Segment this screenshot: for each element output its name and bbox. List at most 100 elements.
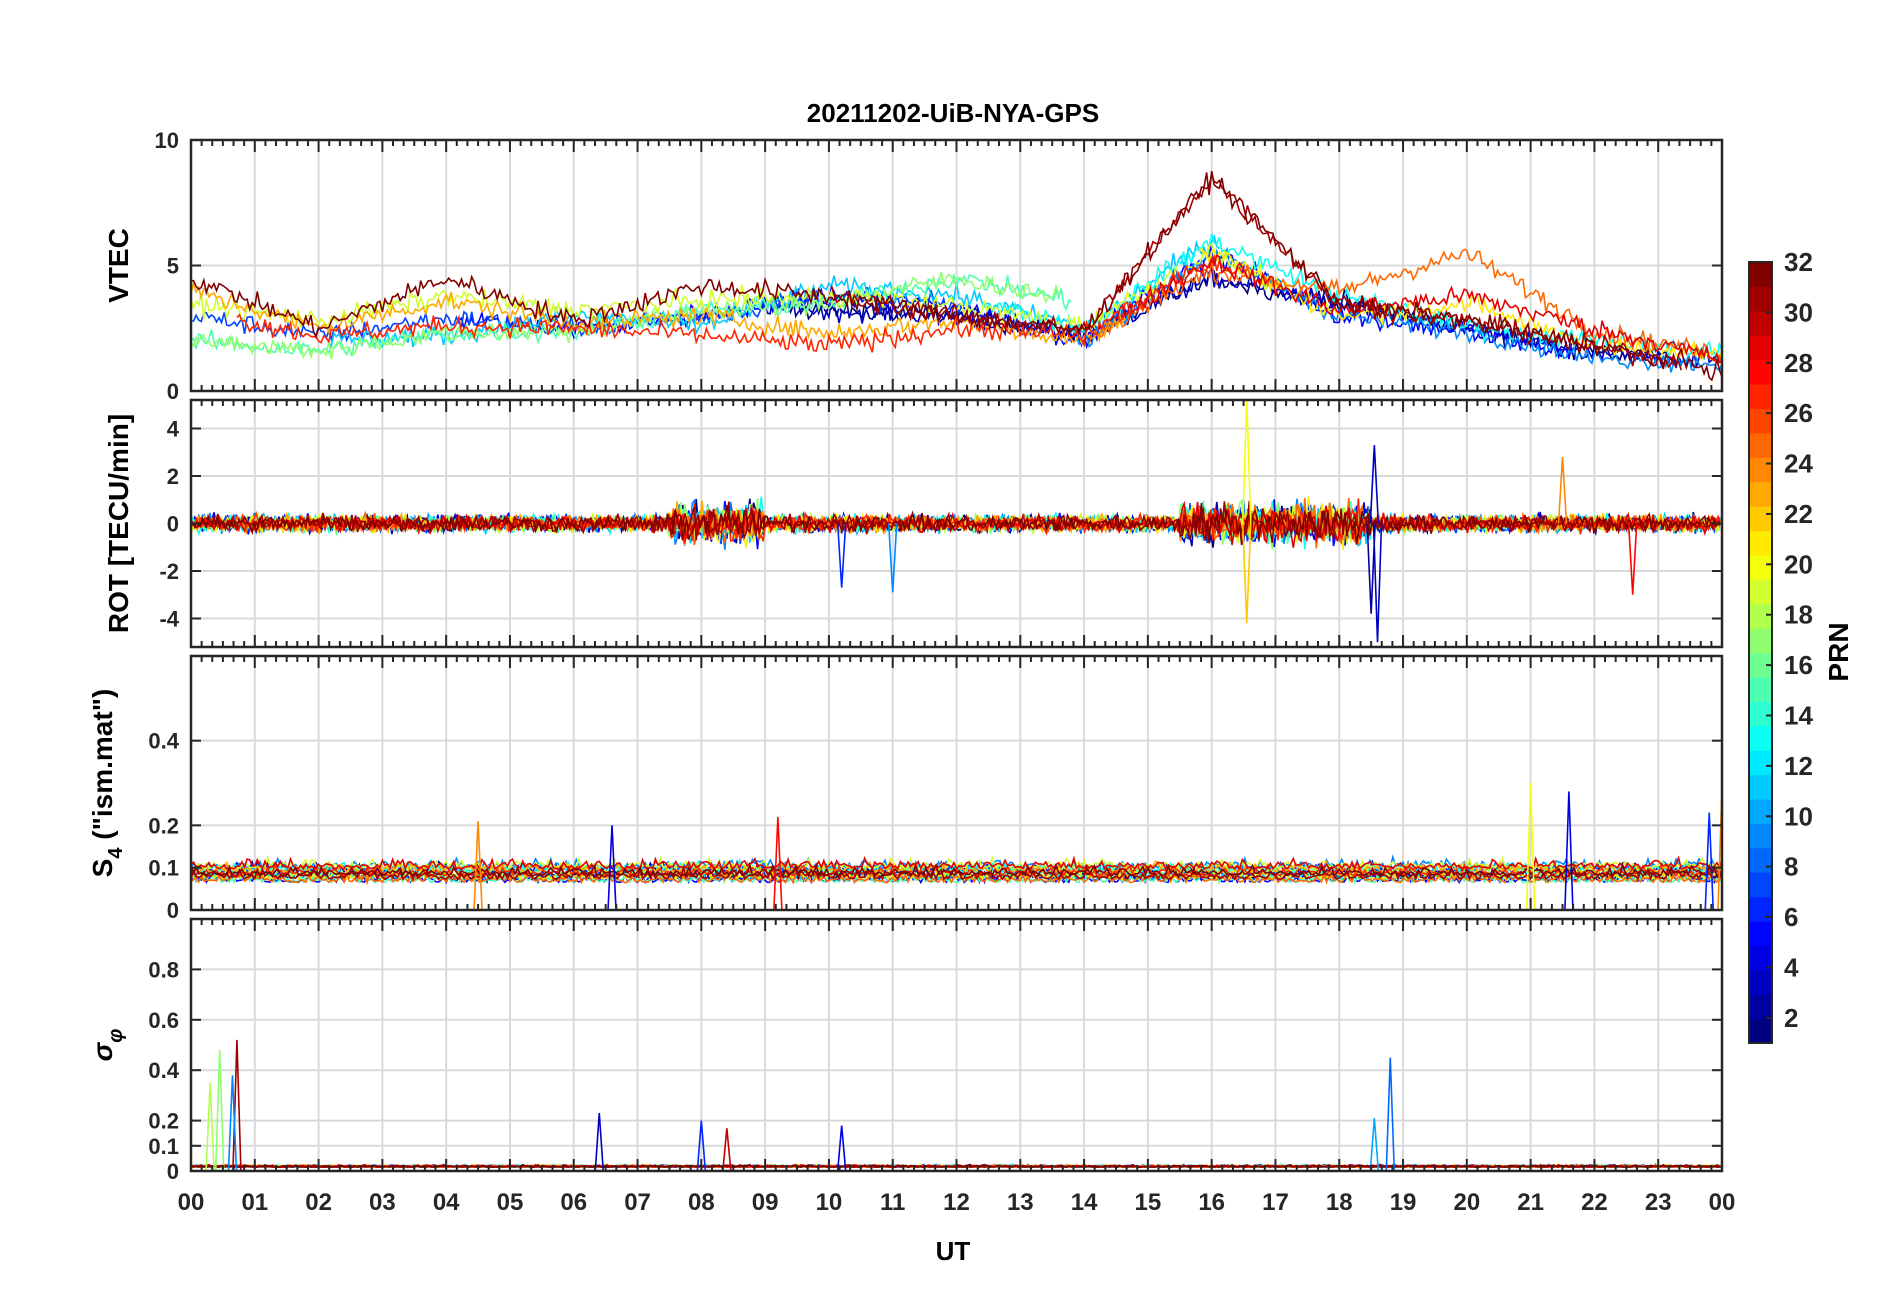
spike-line [1564,791,1574,910]
series-line-prn-32 [191,502,1721,546]
y-tick-label: 0.6 [148,1008,179,1033]
series-line-prn-25 [1088,248,1722,365]
x-tick-label: 17 [1262,1189,1289,1216]
colorbar-tick-label: 18 [1784,600,1813,630]
colorbar-segment [1749,554,1772,580]
series-line-prn-5 [458,243,1573,360]
colorbar-tick-label: 26 [1784,398,1813,428]
colorbar-tick-label: 28 [1784,348,1813,378]
colorbar-tick-label: 32 [1784,247,1813,277]
colorbar-segment [1749,506,1772,532]
series-line-prn-27 [236,254,1249,353]
x-tick-label: 08 [688,1189,715,1216]
x-tick-label: 15 [1135,1189,1162,1216]
colorbar-segment [1749,628,1772,654]
colorbar-segment [1749,676,1772,702]
spike-line [1627,523,1638,595]
x-tick-label: 16 [1198,1189,1225,1216]
x-tick-label: 03 [369,1189,396,1216]
x-ticks [190,919,1723,1171]
x-tick-label: 22 [1581,1189,1608,1216]
panel-vtec: 0 5 10 VTEC [103,128,1724,404]
y-axis-label: VTEC [103,228,134,303]
y-tick-label: 4 [167,417,180,442]
panel-s4: 0 0.1 0.2 0.4 S4 ("ism.mat") [87,654,1724,923]
figure-title: 20211202-UiB-NYA-GPS [807,98,1099,128]
colorbar-segment [1749,579,1772,605]
colorbar-segment [1749,725,1772,751]
spike-line [1525,782,1536,910]
x-tick-label: 11 [880,1189,905,1216]
colorbar-label: PRN [1823,622,1854,681]
spike-line [696,1120,707,1171]
colorbar-segment [1749,359,1772,385]
y-tick-label: 0.4 [148,729,179,754]
y-tick-label: 0.8 [148,957,179,982]
grid [191,919,1722,1171]
y-tick-label: 0.2 [148,1109,179,1134]
x-tick-label: 10 [816,1189,843,1216]
x-ticks [190,140,1723,391]
colorbar-frame [1748,261,1773,1044]
series-group [191,782,1722,910]
colorbar-segment [1749,945,1772,971]
spike-line [1369,445,1380,524]
series-line-prn-31 [830,171,1682,371]
colorbar-segment [1749,774,1772,800]
colorbar-segment [1749,408,1772,434]
y-axis-label: S4 ("ism.mat") [87,689,127,878]
y-tick-label: 0 [167,1159,179,1184]
colorbar-segment [1749,1018,1772,1044]
colorbar-tick-label: 20 [1784,549,1813,579]
x-tick-label: 13 [1007,1189,1034,1216]
series-line-prn-3 [761,265,1722,369]
colorbar-segment [1749,432,1772,458]
x-tick-label: 14 [1071,1189,1098,1216]
spike-line [1717,787,1722,910]
colorbar-tick-label: 10 [1784,801,1813,831]
colorbar-tick-label: 22 [1784,499,1813,529]
x-ticks [190,400,1723,647]
colorbar-segment [1749,969,1772,995]
colorbar-segment [1749,310,1772,336]
x-tick-label: 21 [1517,1189,1544,1216]
spike-line [1372,523,1383,643]
series-line-prn-17 [191,272,1060,360]
colorbar-tick-label: 30 [1784,297,1813,327]
colorbar-segment [1749,481,1772,507]
colorbar-tick-label: 8 [1784,852,1798,882]
x-tick-label: 00 [1709,1189,1736,1216]
x-tick-label: 20 [1453,1189,1480,1216]
colorbar-tick-label: 16 [1784,650,1813,680]
colorbar-segment [1749,335,1772,361]
x-ticks [190,656,1723,910]
series-group [191,400,1721,643]
spike-line [836,1125,847,1171]
spike-line [227,1075,238,1171]
colorbar-segment [1749,798,1772,824]
colorbar-segment [1749,603,1772,629]
colorbar-segment [1749,530,1772,556]
spike-line [473,821,483,910]
y-axis-label: σφ [87,1029,127,1062]
colorbar-segment [1749,847,1772,873]
x-tick-label: 18 [1326,1189,1353,1216]
x-tick-label: 05 [497,1189,524,1216]
x-tick-label: 09 [752,1189,779,1216]
x-tick-label: 12 [943,1189,970,1216]
colorbar-segment [1749,896,1772,922]
spike-line [836,523,847,588]
colorbar-segment [1749,823,1772,849]
series-group [191,170,1722,382]
spike-line [887,523,898,593]
spike-line [1385,1057,1396,1171]
y-tick-label: 0 [167,379,179,404]
spike-line [1241,400,1252,524]
series-line-prn-32 [191,170,1722,382]
series-line-prn-31 [191,500,1721,541]
x-tick-label: 00 [178,1189,205,1216]
panel-sigma_phi: 00.10.2 0.4 0.6 0.8 σφ [87,917,1724,1184]
y-tick-label: 5 [167,254,179,279]
